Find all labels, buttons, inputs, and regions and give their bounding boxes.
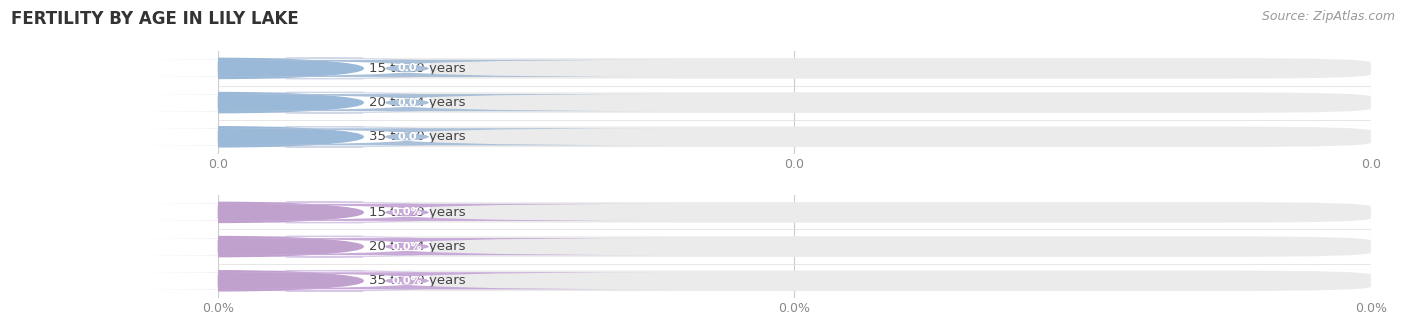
FancyBboxPatch shape (218, 58, 1371, 79)
Text: 15 to 19 years: 15 to 19 years (368, 62, 465, 75)
Text: 0.0: 0.0 (398, 98, 416, 108)
Ellipse shape (73, 127, 363, 147)
Text: Source: ZipAtlas.com: Source: ZipAtlas.com (1261, 10, 1395, 23)
Text: 35 to 50 years: 35 to 50 years (368, 274, 465, 287)
FancyBboxPatch shape (141, 94, 673, 111)
FancyBboxPatch shape (141, 204, 673, 221)
FancyBboxPatch shape (218, 202, 1371, 223)
Text: 0.0%: 0.0% (392, 276, 422, 286)
FancyBboxPatch shape (218, 236, 432, 257)
FancyBboxPatch shape (218, 202, 432, 223)
FancyBboxPatch shape (141, 272, 673, 289)
FancyBboxPatch shape (218, 58, 432, 79)
Text: FERTILITY BY AGE IN LILY LAKE: FERTILITY BY AGE IN LILY LAKE (11, 10, 299, 28)
Ellipse shape (73, 58, 363, 78)
Ellipse shape (73, 93, 363, 113)
Text: 0.0: 0.0 (398, 132, 416, 142)
Text: 0.0%: 0.0% (392, 208, 422, 217)
FancyBboxPatch shape (218, 270, 1371, 291)
Text: 0.0%: 0.0% (392, 242, 422, 252)
FancyBboxPatch shape (218, 126, 432, 147)
FancyBboxPatch shape (218, 270, 432, 291)
Text: 20 to 34 years: 20 to 34 years (368, 96, 465, 109)
Ellipse shape (73, 202, 363, 222)
FancyBboxPatch shape (218, 236, 1371, 257)
FancyBboxPatch shape (218, 126, 1371, 147)
Text: 20 to 34 years: 20 to 34 years (368, 240, 465, 253)
FancyBboxPatch shape (218, 92, 1371, 113)
Text: 0.0: 0.0 (398, 64, 416, 73)
Text: 15 to 19 years: 15 to 19 years (368, 206, 465, 219)
FancyBboxPatch shape (141, 60, 673, 77)
FancyBboxPatch shape (218, 92, 432, 113)
FancyBboxPatch shape (141, 128, 673, 145)
Ellipse shape (73, 237, 363, 257)
Ellipse shape (73, 271, 363, 291)
FancyBboxPatch shape (141, 238, 673, 255)
Text: 35 to 50 years: 35 to 50 years (368, 130, 465, 143)
